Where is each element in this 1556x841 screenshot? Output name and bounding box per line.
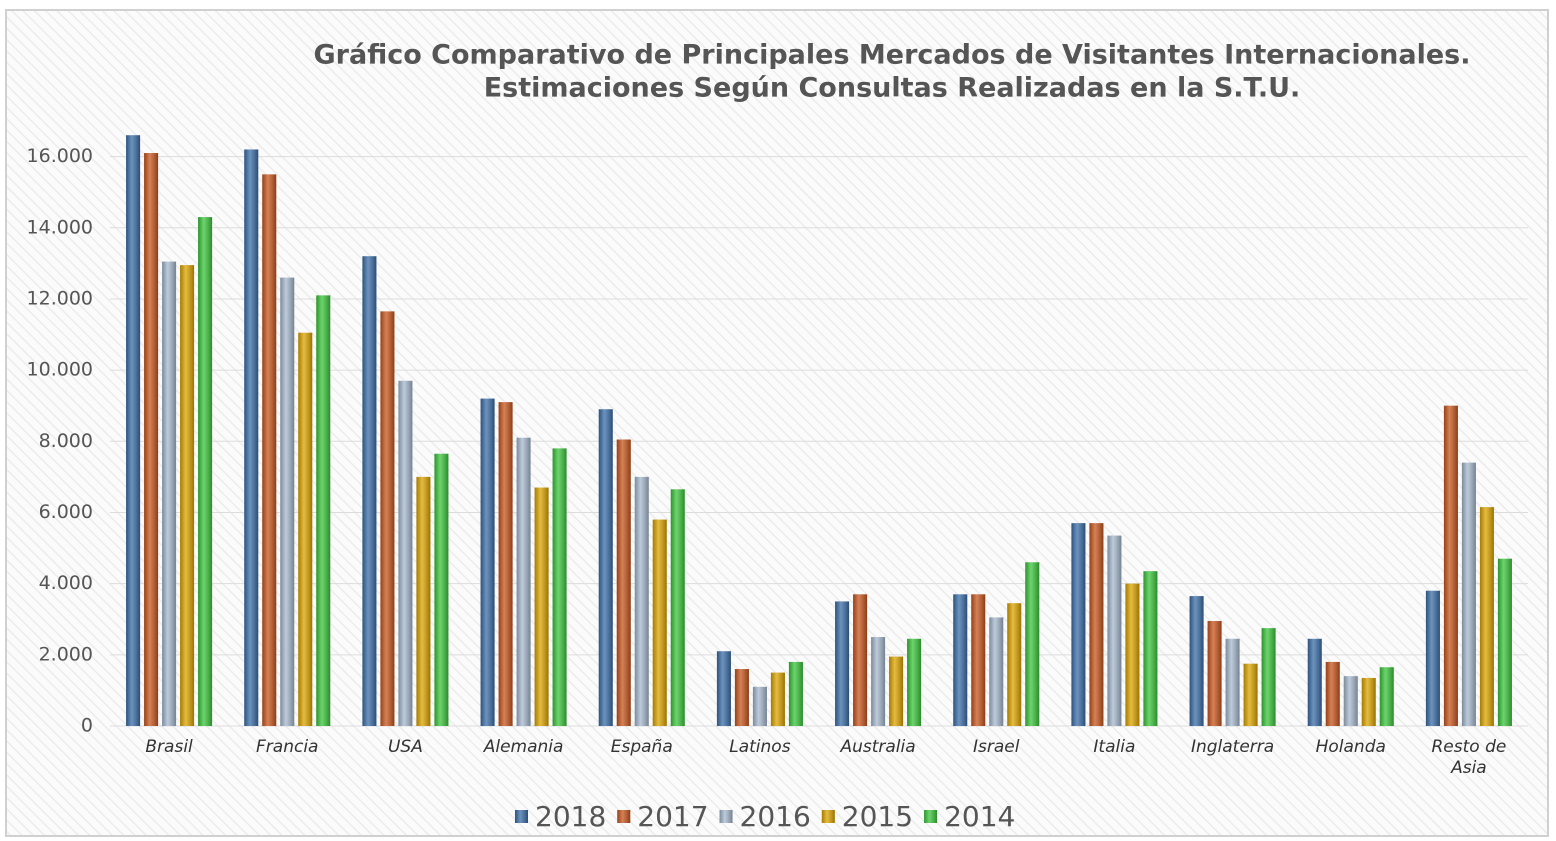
bar bbox=[752, 686, 767, 726]
bar bbox=[1461, 462, 1476, 726]
y-tick-label: 10.000 bbox=[27, 359, 93, 381]
bar bbox=[1497, 558, 1512, 726]
chart-title: Estimaciones Según Consultas Realizadas … bbox=[484, 73, 1301, 104]
bar bbox=[1225, 638, 1240, 726]
bar bbox=[1443, 405, 1458, 726]
y-tick-label: 14.000 bbox=[27, 216, 93, 238]
bar bbox=[1089, 523, 1104, 726]
bar bbox=[1307, 638, 1322, 726]
x-tick-label: Israel bbox=[973, 737, 1020, 757]
bar bbox=[480, 398, 495, 726]
bar bbox=[835, 601, 850, 726]
bar bbox=[1243, 663, 1258, 726]
x-tick-label: Latinos bbox=[729, 737, 791, 757]
legend-label: 2018 bbox=[535, 800, 606, 833]
bar bbox=[734, 669, 749, 726]
bar bbox=[1107, 535, 1122, 726]
bar bbox=[1325, 661, 1340, 726]
y-tick-label: 2.000 bbox=[39, 643, 93, 665]
bar bbox=[1379, 667, 1394, 726]
bar bbox=[1207, 621, 1222, 726]
y-tick-label: 16.000 bbox=[27, 145, 93, 167]
bar bbox=[552, 448, 567, 726]
bar bbox=[1189, 596, 1204, 726]
bar bbox=[1261, 628, 1276, 726]
bar bbox=[907, 638, 922, 726]
bar bbox=[716, 651, 731, 726]
bar bbox=[534, 487, 549, 726]
bar bbox=[198, 217, 213, 726]
x-tick-label: Brasil bbox=[145, 737, 193, 757]
y-tick-label: 6.000 bbox=[39, 501, 93, 523]
bar bbox=[126, 135, 141, 726]
x-tick-label: Holanda bbox=[1315, 737, 1386, 757]
legend-label: 2017 bbox=[637, 800, 708, 833]
bar bbox=[616, 439, 631, 726]
bar bbox=[298, 332, 313, 726]
bar bbox=[362, 256, 377, 726]
y-tick-label: 12.000 bbox=[27, 287, 93, 309]
legend-swatch-shade bbox=[719, 810, 733, 823]
legend-label: 2016 bbox=[740, 800, 811, 833]
bar bbox=[1143, 571, 1158, 726]
x-tick-label: España bbox=[610, 737, 673, 757]
legend-swatch-shade bbox=[617, 810, 631, 823]
bar bbox=[770, 672, 785, 726]
y-tick-label: 8.000 bbox=[39, 430, 93, 452]
x-tick-label: Resto de Asia bbox=[1431, 737, 1507, 778]
bar bbox=[180, 265, 195, 726]
x-tick-label: Italia bbox=[1093, 737, 1136, 757]
bar bbox=[871, 637, 886, 726]
bar bbox=[1007, 603, 1022, 726]
x-tick-label: Australia bbox=[840, 737, 916, 757]
bar bbox=[398, 380, 413, 726]
bar bbox=[1125, 583, 1140, 726]
bar bbox=[670, 489, 685, 726]
legend-swatch-shade bbox=[515, 810, 528, 823]
x-tick-label: Francia bbox=[256, 737, 319, 757]
bar bbox=[1071, 523, 1086, 726]
bar bbox=[634, 476, 649, 726]
bar bbox=[953, 594, 968, 726]
chart-title: Gráfico Comparativo de Principales Merca… bbox=[314, 40, 1471, 71]
bar bbox=[788, 661, 803, 726]
bar bbox=[516, 437, 531, 726]
legend-label: 2014 bbox=[944, 800, 1015, 833]
bar bbox=[144, 153, 159, 726]
bar bbox=[262, 174, 277, 727]
bar bbox=[498, 402, 513, 726]
bar bbox=[971, 594, 986, 726]
bar bbox=[380, 311, 395, 726]
legend-label: 2015 bbox=[842, 800, 913, 833]
bar bbox=[162, 261, 177, 726]
bar bbox=[1343, 676, 1358, 726]
legend-swatch-shade bbox=[821, 810, 835, 823]
x-tick-label: USA bbox=[387, 737, 423, 757]
legend-swatch-shade bbox=[924, 810, 938, 823]
bar bbox=[1025, 562, 1040, 726]
bar bbox=[244, 149, 259, 726]
bar bbox=[652, 519, 667, 726]
y-tick-label: 4.000 bbox=[39, 572, 93, 594]
bar bbox=[1425, 590, 1440, 726]
bar bbox=[1479, 507, 1494, 726]
bar bbox=[889, 656, 904, 726]
bar bbox=[1361, 677, 1376, 726]
bar bbox=[280, 277, 295, 726]
bar bbox=[853, 594, 868, 726]
bar bbox=[416, 476, 431, 726]
x-tick-label: Alemania bbox=[483, 737, 564, 757]
bar bbox=[598, 409, 613, 726]
bar bbox=[316, 295, 331, 726]
x-tick-label: Inglaterra bbox=[1190, 737, 1275, 757]
bar bbox=[434, 453, 449, 726]
y-tick-label: 0 bbox=[81, 715, 93, 737]
bar bbox=[989, 617, 1004, 726]
